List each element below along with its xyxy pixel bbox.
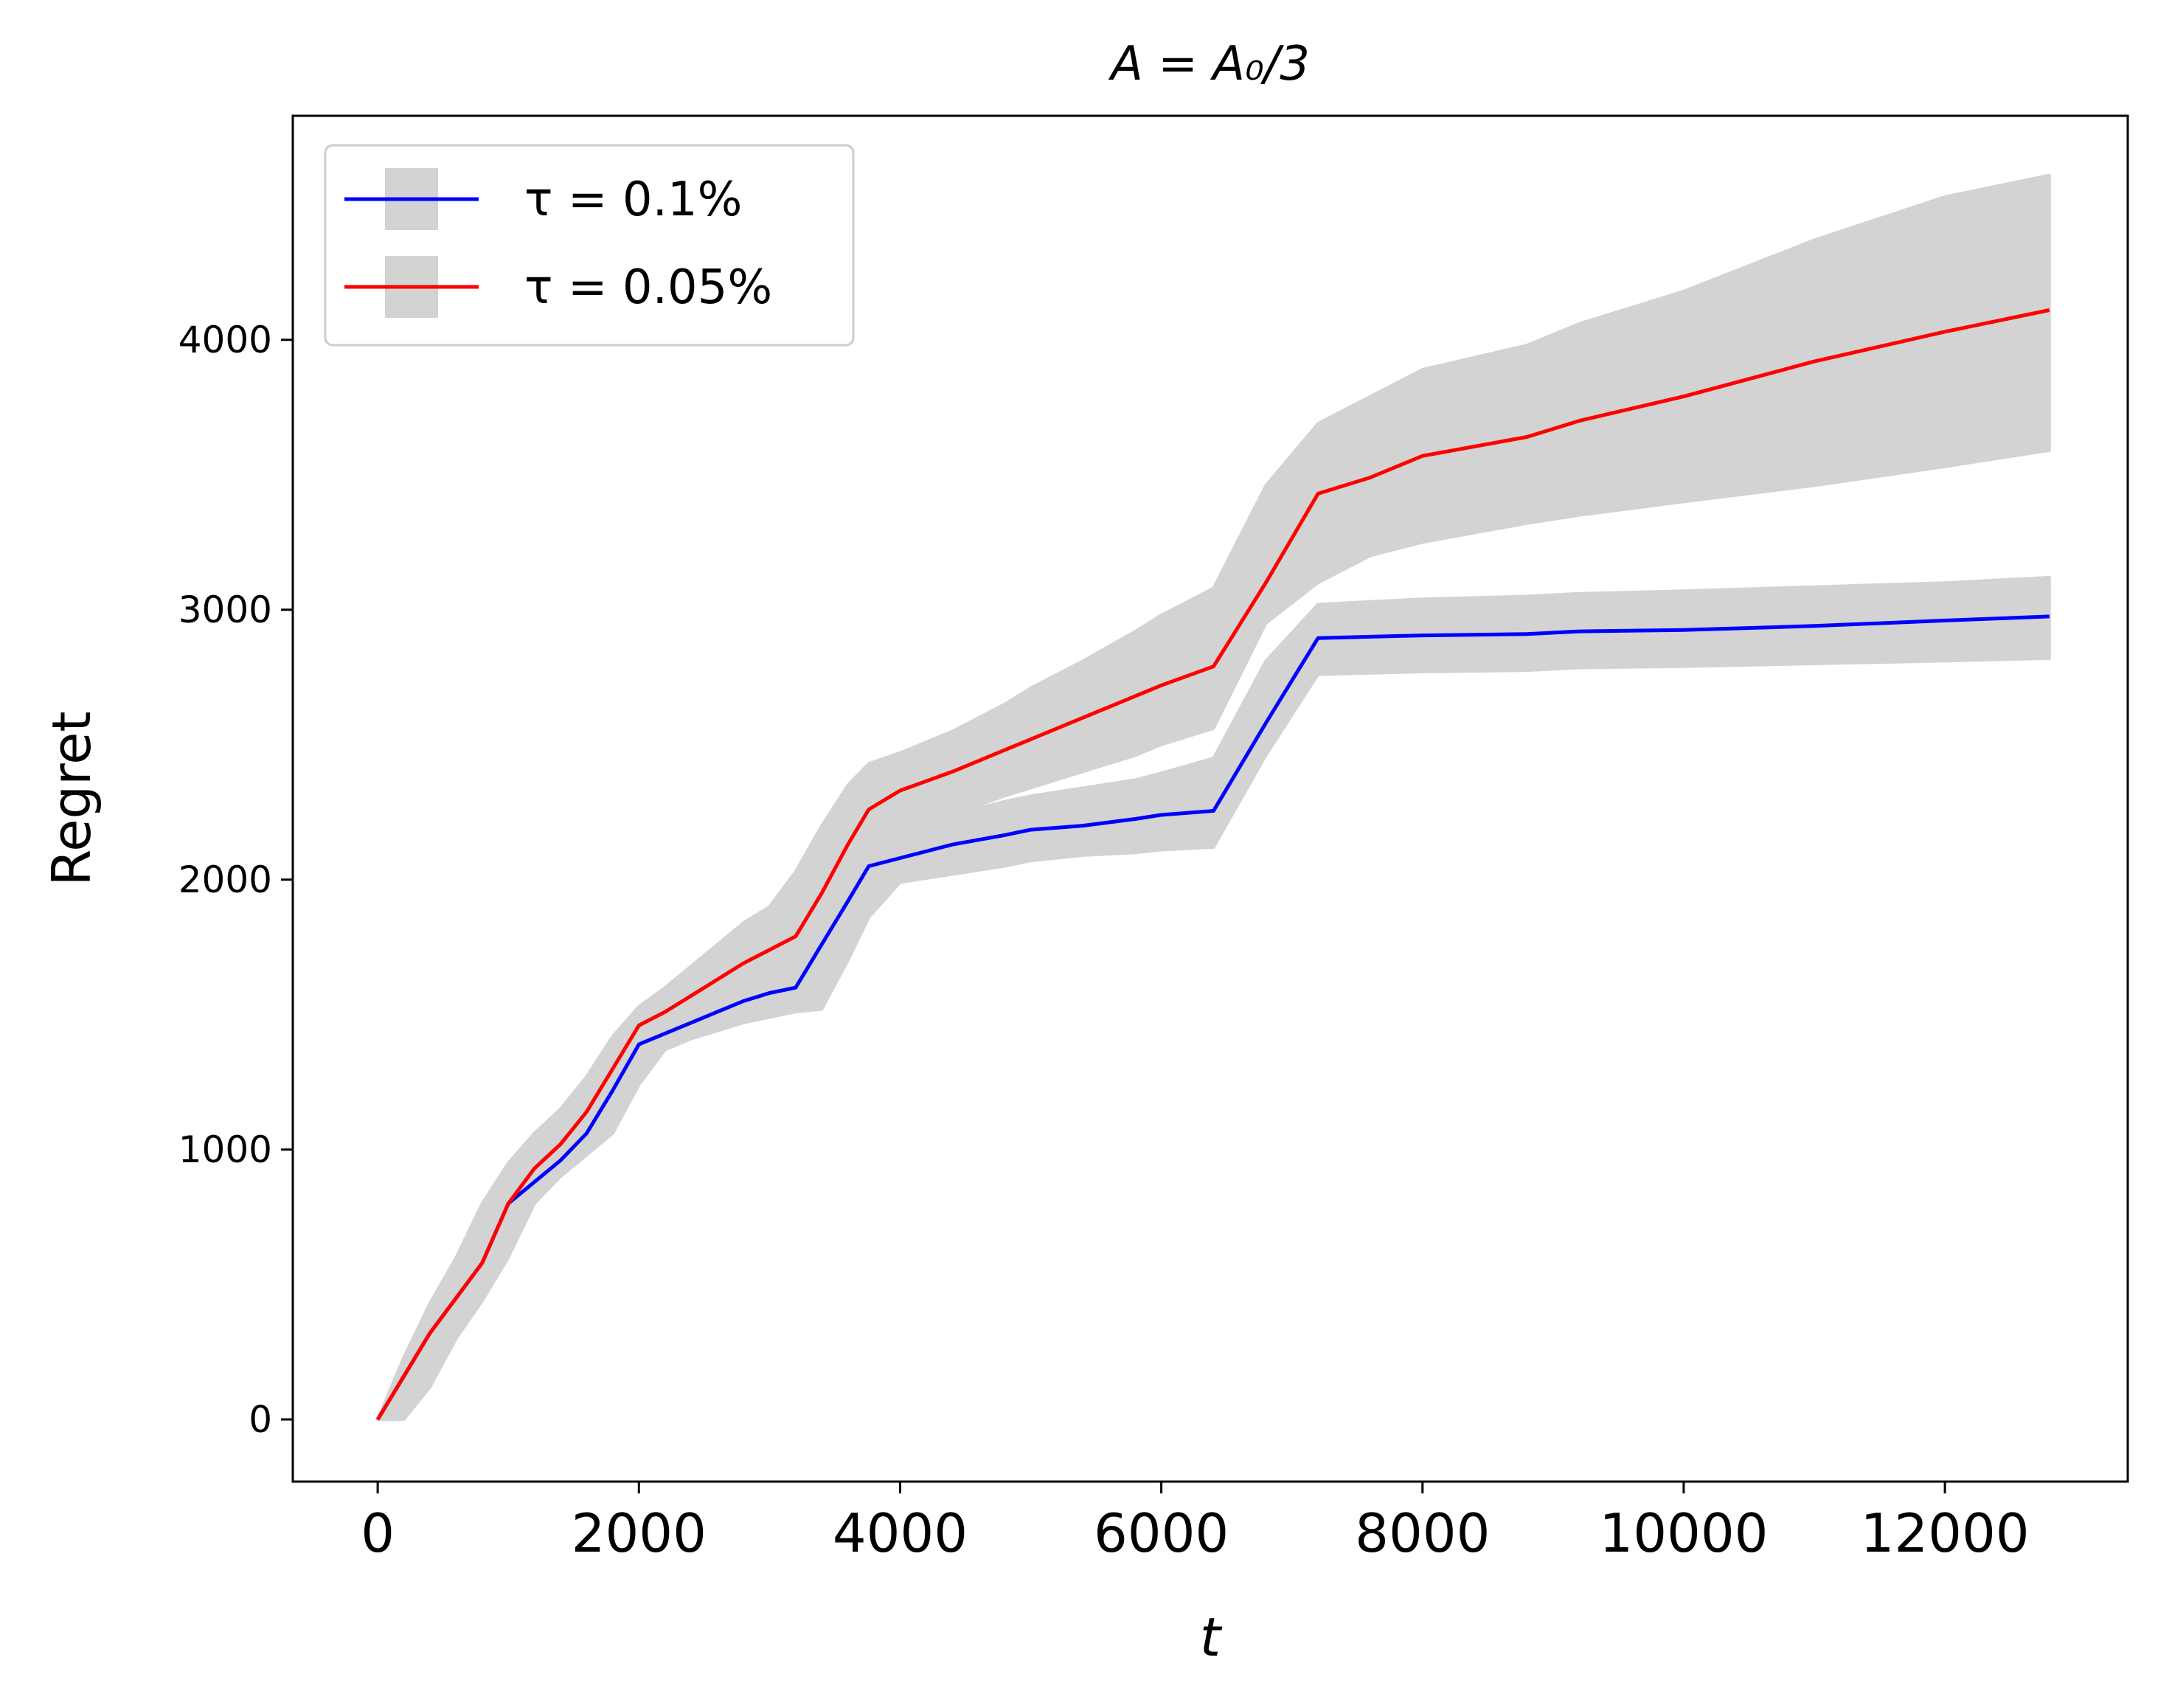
y-tick-label: 1000 — [178, 1128, 272, 1171]
x-axis-ticks: 0 2000 4000 6000 8000 10000 12000 — [361, 1482, 2030, 1564]
x-tick-label: 4000 — [833, 1502, 968, 1564]
x-tick-label: 2000 — [572, 1502, 707, 1564]
series-line-2 — [375, 308, 2050, 1421]
plot-frame — [291, 114, 2129, 1483]
series-lines — [375, 308, 2050, 1421]
y-axis-label: Regret — [41, 711, 103, 886]
legend: τ = 0.1% τ = 0.05% — [324, 144, 855, 347]
x-axis-label: t — [1200, 1606, 1223, 1668]
legend-label-1: τ = 0.1% — [524, 173, 742, 227]
confidence-band-2 — [376, 173, 2051, 1421]
x-tick-label: 6000 — [1094, 1502, 1229, 1564]
x-tick-label: 10000 — [1599, 1502, 1768, 1564]
x-tick-label: 12000 — [1861, 1502, 2030, 1564]
chart-title: A = A₀/3 — [1108, 37, 1310, 91]
y-axis-ticks: 0 1000 2000 3000 4000 — [178, 319, 293, 1441]
y-tick-label: 0 — [249, 1398, 272, 1441]
x-tick-label: 8000 — [1355, 1502, 1490, 1564]
legend-label-2: τ = 0.05% — [524, 260, 772, 315]
y-tick-label: 3000 — [178, 589, 272, 631]
y-tick-label: 4000 — [178, 319, 272, 361]
y-tick-label: 2000 — [178, 858, 272, 901]
legend-box — [324, 144, 855, 347]
x-tick-label: 0 — [361, 1502, 395, 1564]
series-line-1 — [375, 614, 2050, 1421]
